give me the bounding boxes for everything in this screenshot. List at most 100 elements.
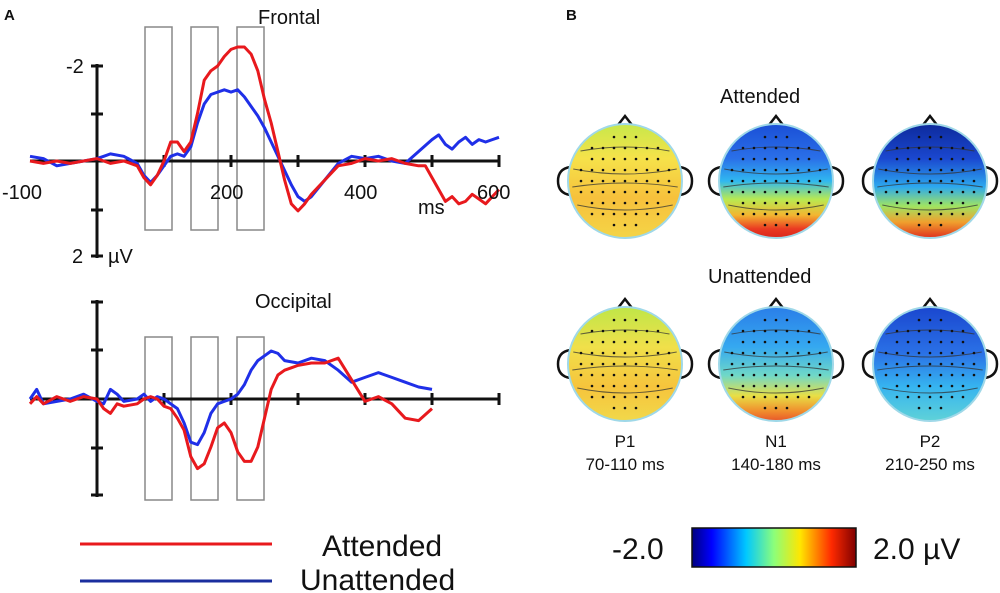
electrode [774, 329, 778, 333]
electrode [634, 146, 638, 150]
frontal-window-p1 [144, 26, 173, 231]
contour-line [724, 168, 828, 175]
component-name-n1: N1 [765, 432, 787, 451]
electrode [741, 168, 745, 172]
component-name-p2: P2 [920, 432, 941, 451]
electrode [796, 212, 800, 216]
electrode [656, 384, 660, 388]
electrode [763, 362, 767, 366]
electrode [579, 190, 583, 194]
electrode [961, 395, 965, 399]
nose [617, 113, 633, 126]
electrode [950, 157, 954, 161]
electrode [656, 395, 660, 399]
component-window-p1: 70-110 ms [585, 455, 664, 474]
electrode [961, 157, 965, 161]
electrode [939, 362, 943, 366]
electrode [785, 168, 789, 172]
electrode [634, 329, 638, 333]
frontal-axes [30, 64, 501, 258]
electrode [763, 406, 767, 410]
topomap-attended-p1 [556, 113, 694, 239]
row-title-attended: Attended [720, 86, 800, 108]
electrode [928, 406, 932, 410]
electrode [928, 340, 932, 344]
electrode [634, 395, 638, 399]
occipital-title: Occipital [255, 291, 332, 313]
component-window-n1: 140-180 ms [731, 455, 821, 474]
electrode [601, 146, 605, 150]
legend-attended-label: Attended [322, 530, 442, 563]
component-window-p2: 210-250 ms [885, 455, 975, 474]
electrode [741, 212, 745, 216]
electrode [796, 351, 800, 355]
electrode [928, 201, 932, 205]
frontal-plot: Frontal -100 200 400 600 ms -2 2 [2, 7, 510, 268]
electrode [656, 212, 660, 216]
electrode [884, 373, 888, 377]
electrode [939, 318, 943, 322]
electrode [796, 179, 800, 183]
electrode [785, 157, 789, 161]
electrode [623, 157, 627, 161]
electrode [917, 201, 921, 205]
electrode [961, 384, 965, 388]
electrode [939, 168, 943, 172]
electrode [667, 362, 671, 366]
electrode [906, 351, 910, 355]
electrode [634, 179, 638, 183]
right-ear [984, 165, 999, 197]
electrode [601, 395, 605, 399]
panel-b-letter: B [566, 7, 577, 24]
electrode [763, 190, 767, 194]
frontal-x-tick-label: 400 [344, 182, 377, 204]
contour-line [728, 204, 824, 211]
electrode [645, 179, 649, 183]
electrode [590, 157, 594, 161]
electrode [656, 146, 660, 150]
electrode [796, 146, 800, 150]
left-ear [861, 348, 876, 380]
contour-line [724, 351, 828, 358]
electrode [741, 201, 745, 205]
colorbar-max-label: 2.0 µV [873, 533, 960, 566]
right-ear [984, 348, 999, 380]
electrode [656, 351, 660, 355]
electrode [634, 384, 638, 388]
electrode [612, 362, 616, 366]
electrode [752, 395, 756, 399]
electrode [590, 212, 594, 216]
electrode [752, 146, 756, 150]
occipital-attended-line [28, 356, 434, 471]
electrode [667, 168, 671, 172]
electrode [634, 157, 638, 161]
electrode [785, 201, 789, 205]
electrode [634, 223, 638, 227]
electrode [939, 384, 943, 388]
electrode [612, 135, 616, 139]
electrode [807, 395, 811, 399]
topomap-panel: Attended Unattended P1 70-110 ms N1 140-… [556, 86, 999, 568]
electrode [774, 212, 778, 216]
electrode [895, 373, 899, 377]
electrode [590, 395, 594, 399]
electrode [906, 373, 910, 377]
electrode [785, 329, 789, 333]
electrode [752, 168, 756, 172]
electrode [895, 168, 899, 172]
electrode [950, 179, 954, 183]
contour-line [878, 351, 982, 358]
electrode [961, 168, 965, 172]
electrode [774, 340, 778, 344]
electrode [884, 179, 888, 183]
right-ear [679, 348, 694, 380]
electrode [612, 190, 616, 194]
electrode [645, 329, 649, 333]
electrode [656, 168, 660, 172]
electrode [939, 223, 943, 227]
electrode [796, 168, 800, 172]
electrode [763, 179, 767, 183]
nose [922, 113, 938, 126]
electrode [807, 351, 811, 355]
